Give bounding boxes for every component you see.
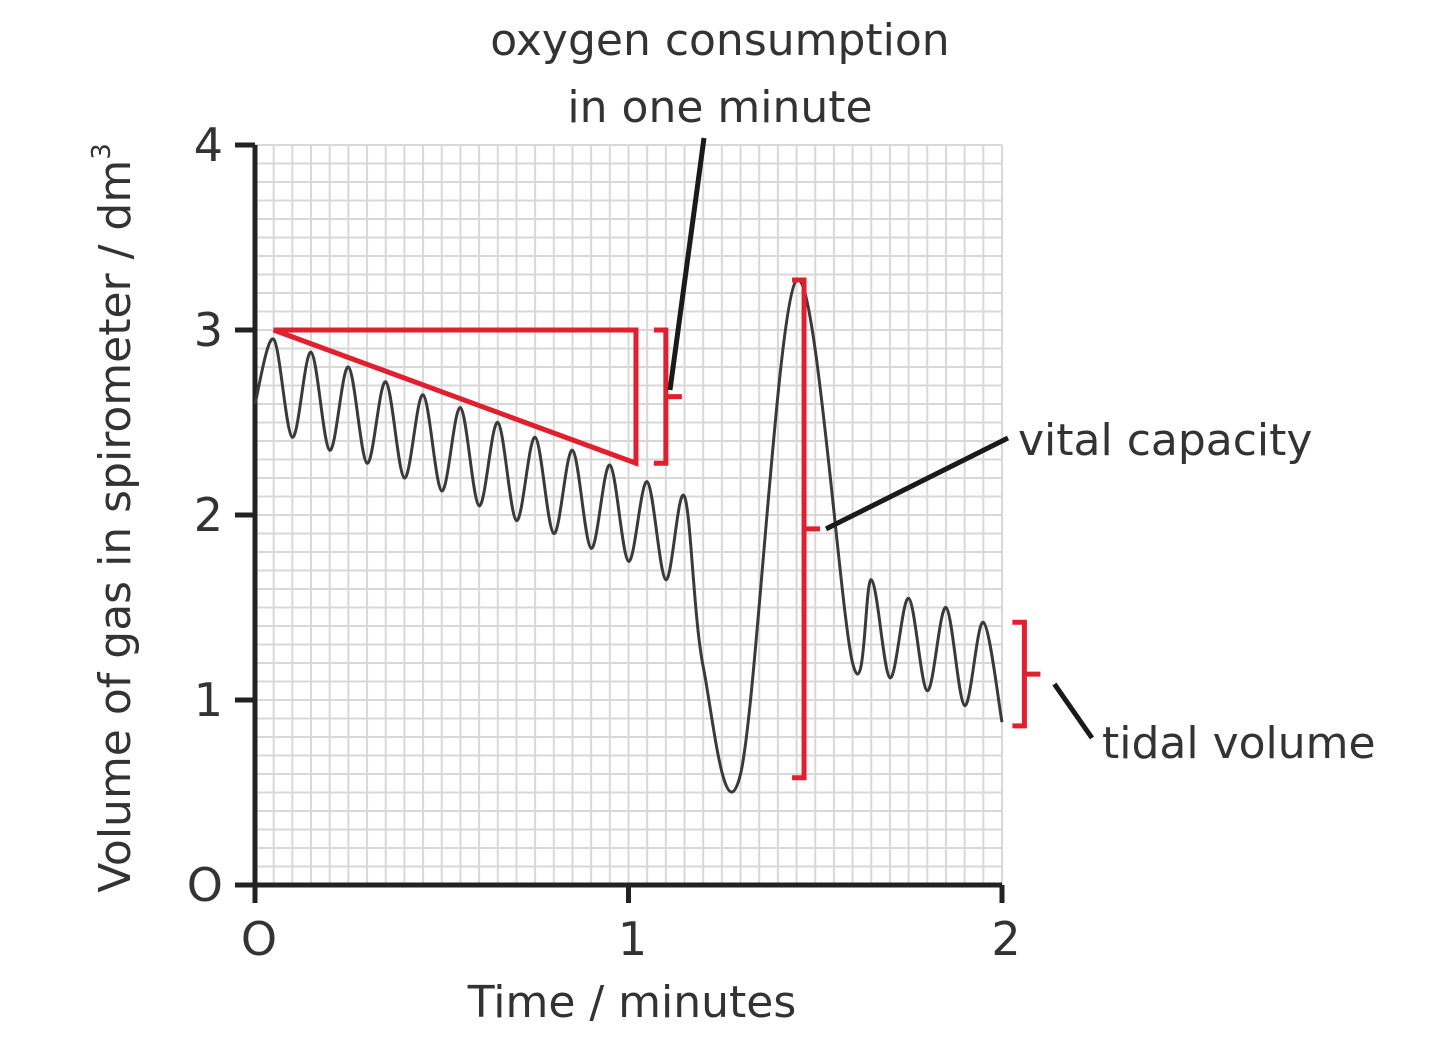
trace-line (253, 278, 1004, 794)
oxygen-consumption-label-line2: in one minute (567, 82, 872, 133)
y-tick-label: 2 (194, 488, 223, 542)
vital-capacity-label: vital capacity (1018, 415, 1312, 466)
y-tick-label: O (187, 858, 223, 912)
vital-capacity-leader (824, 435, 1010, 532)
x-axis-title: Time / minutes (467, 977, 797, 1028)
tidal-volume-label: tidal volume (1102, 718, 1376, 769)
y-tick-label: 1 (194, 673, 223, 727)
y-tick-label: 3 (194, 303, 223, 357)
tidal-volume-bracket (1012, 619, 1041, 729)
oxygen-consumption-triangle (272, 327, 639, 467)
series (253, 278, 1004, 794)
x-tick-label: O (241, 912, 277, 966)
grid (254, 144, 1003, 886)
oxygen-consumption-bracket (653, 327, 682, 466)
y-axis-title-group: Volume of gas in spirometer / dm3 (87, 143, 141, 893)
tick-labels: O 1 2 3 4 O 1 2 (187, 118, 1021, 966)
y-axis-title: Volume of gas in spirometer / dm3 (87, 143, 141, 893)
tidal-volume-leader (1052, 682, 1095, 740)
oxygen-consumption-label-line1: oxygen consumption (490, 15, 949, 66)
annotations (272, 137, 1095, 781)
y-tick-label: 4 (194, 118, 223, 172)
vital-capacity-bracket (792, 277, 821, 781)
oxygen-consumption-leader (667, 137, 707, 391)
x-tick-label: 1 (618, 912, 647, 966)
x-tick-label: 2 (991, 912, 1020, 966)
